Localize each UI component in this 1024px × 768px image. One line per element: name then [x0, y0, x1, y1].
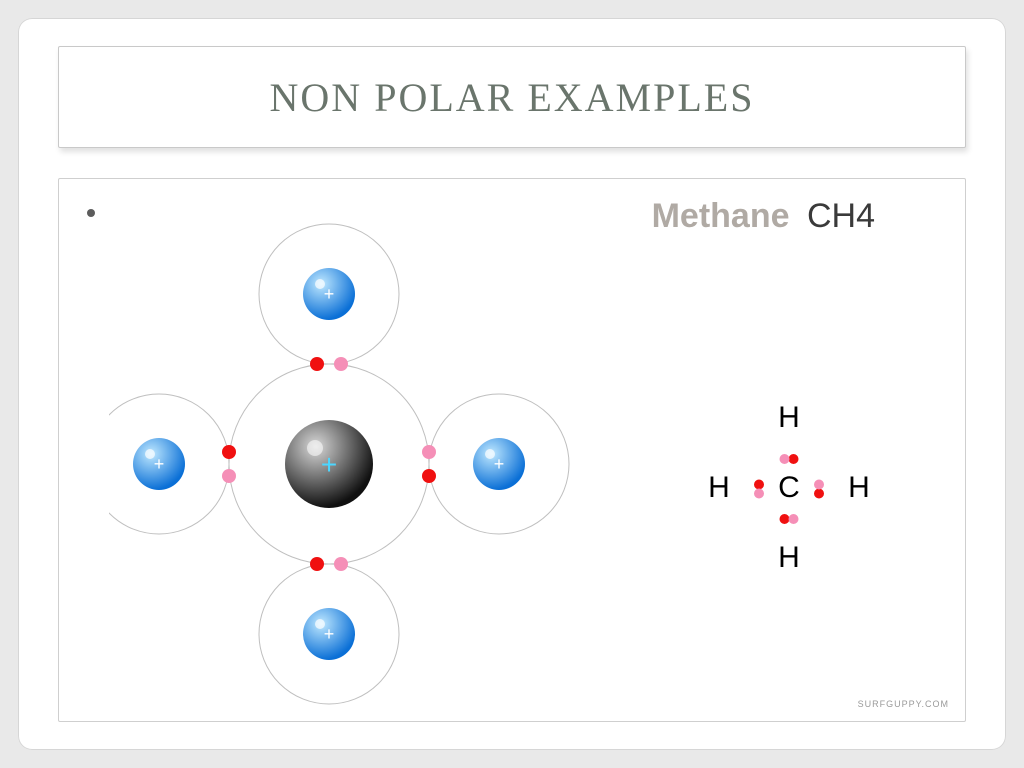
svg-text:H: H	[778, 541, 800, 574]
title-box: NON POLAR EXAMPLES	[58, 46, 966, 148]
svg-text:C: C	[778, 471, 800, 504]
svg-text:H: H	[848, 471, 870, 504]
molecule-diagram: + + + + + C H H H H	[109, 189, 929, 709]
svg-text:+: +	[494, 454, 505, 474]
slide-frame: NON POLAR EXAMPLES Methane CH4 +++++CHHH…	[0, 0, 1024, 768]
svg-text:+: +	[154, 454, 165, 474]
slide-title: NON POLAR EXAMPLES	[270, 74, 755, 121]
svg-text:H: H	[778, 401, 800, 434]
watermark: SURFGUPPY.COM	[858, 699, 949, 709]
svg-text:+: +	[324, 284, 335, 304]
content-box: Methane CH4 +++++CHHHH SURFGUPPY.COM	[58, 178, 966, 722]
slide-inner: NON POLAR EXAMPLES Methane CH4 +++++CHHH…	[18, 18, 1006, 750]
svg-text:H: H	[708, 471, 730, 504]
bullet-dot	[87, 209, 95, 217]
diagram-wrap: + + + + + C H H H H	[109, 189, 929, 709]
svg-text:+: +	[321, 449, 337, 480]
svg-text:+: +	[324, 624, 335, 644]
